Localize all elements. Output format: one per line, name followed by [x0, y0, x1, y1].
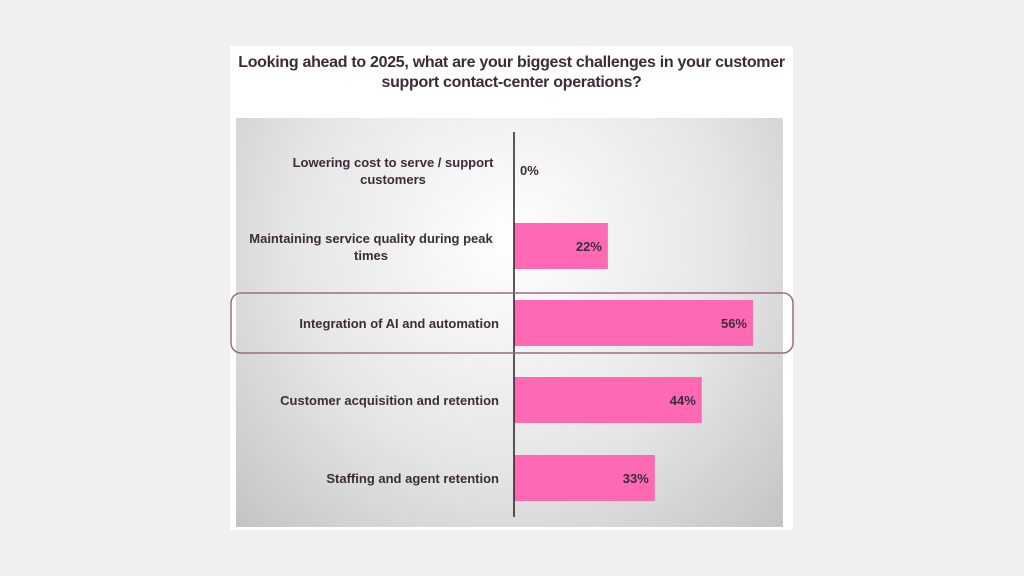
bar	[514, 300, 753, 346]
data-label: 33%	[623, 471, 649, 486]
data-label: 56%	[721, 316, 747, 331]
bar	[514, 377, 702, 423]
category-label: Customer acquisition and retention	[280, 393, 499, 408]
highlight-box	[230, 292, 794, 354]
data-label: 0%	[520, 163, 539, 178]
chart-title: Looking ahead to 2025, what are your big…	[238, 54, 785, 91]
category-label: Maintaining service quality during peak t…	[249, 231, 493, 263]
category-label: Staffing and agent retention	[326, 471, 499, 486]
data-label: 22%	[576, 239, 602, 254]
bar	[514, 223, 608, 269]
category-label: Integration of AI and automation	[299, 316, 499, 331]
category-label: Lowering cost to serve / support customer…	[293, 155, 494, 187]
data-label: 44%	[670, 393, 696, 408]
bar	[514, 455, 655, 501]
